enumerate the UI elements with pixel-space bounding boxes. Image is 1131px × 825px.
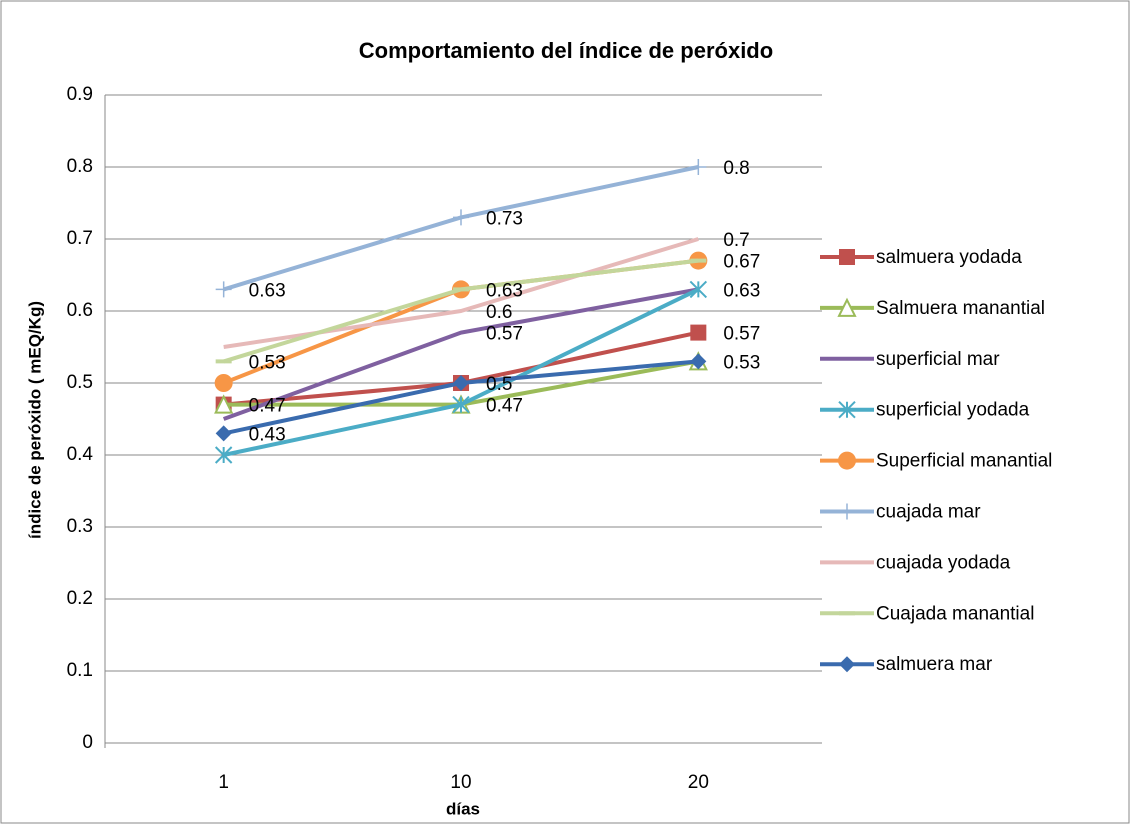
- data-label: 0.43: [249, 424, 286, 445]
- marker: [837, 297, 857, 317]
- series-line: [222, 287, 699, 421]
- marker: [453, 375, 469, 391]
- y-tick-label: 0.5: [67, 372, 93, 393]
- data-label: 0.63: [486, 280, 523, 301]
- legend-label: salmuera yodada: [876, 247, 1022, 268]
- data-label: 0.63: [723, 280, 760, 301]
- data-label: 0.6: [486, 302, 512, 323]
- legend-label: salmuera mar: [876, 654, 993, 675]
- y-tick-label: 0.9: [67, 84, 93, 105]
- marker: [838, 400, 856, 419]
- data-label: 0.7: [723, 230, 749, 251]
- data-label: 0.47: [249, 396, 286, 417]
- legend-label: Salmuera manantial: [876, 298, 1045, 319]
- marker: [839, 249, 855, 265]
- data-label: 0.8: [723, 158, 749, 179]
- marker: [690, 353, 707, 370]
- x-axis-title: días: [446, 799, 480, 818]
- series-line: [223, 237, 699, 349]
- y-tick-label: 0.4: [67, 444, 94, 465]
- marker: [452, 395, 470, 414]
- marker: [215, 425, 232, 442]
- legend-label: cuajada mar: [876, 502, 981, 523]
- legend-label: superficial yodada: [876, 400, 1030, 421]
- marker: [690, 159, 707, 175]
- data-label: 0.63: [249, 280, 286, 301]
- marker: [839, 656, 855, 673]
- marker: [214, 446, 233, 464]
- data-label: 0.5: [486, 374, 512, 395]
- y-axis-title: índice de peróxido ( mEQ/Kg): [25, 301, 44, 539]
- data-label: 0.67: [723, 252, 760, 273]
- legend-label: superficial mar: [876, 349, 1000, 370]
- data-label: 0.73: [486, 208, 523, 229]
- y-tick-label: 0.7: [67, 228, 93, 249]
- chart-title: Comportamiento del índice de peróxido: [359, 38, 773, 63]
- data-label: 0.57: [723, 324, 760, 345]
- marker: [214, 394, 234, 414]
- marker: [215, 281, 232, 298]
- legend-label: Cuajada manantial: [876, 603, 1034, 624]
- data-label: 0.53: [723, 352, 760, 373]
- y-tick-label: 0.8: [67, 156, 93, 177]
- x-tick-label: 1: [218, 772, 229, 793]
- marker: [839, 503, 855, 520]
- series-line: [223, 287, 700, 457]
- data-label: 0.47: [486, 396, 523, 417]
- legend-label: cuajada yodada: [876, 552, 1011, 573]
- y-tick-label: 0.1: [67, 660, 93, 681]
- marker: [214, 374, 233, 392]
- x-tick-label: 10: [450, 772, 471, 793]
- marker: [689, 280, 708, 299]
- legend-label: Superficial manantial: [876, 451, 1052, 472]
- data-label: 0.53: [249, 352, 286, 373]
- marker: [453, 209, 469, 226]
- y-tick-label: 0.2: [67, 588, 93, 609]
- data-label: 0.57: [486, 324, 523, 345]
- x-tick-label: 20: [688, 772, 709, 793]
- marker: [838, 451, 856, 470]
- marker: [690, 324, 707, 341]
- y-tick-label: 0.3: [67, 516, 93, 537]
- y-tick-label: 0: [82, 732, 93, 753]
- y-tick-label: 0.6: [67, 300, 93, 321]
